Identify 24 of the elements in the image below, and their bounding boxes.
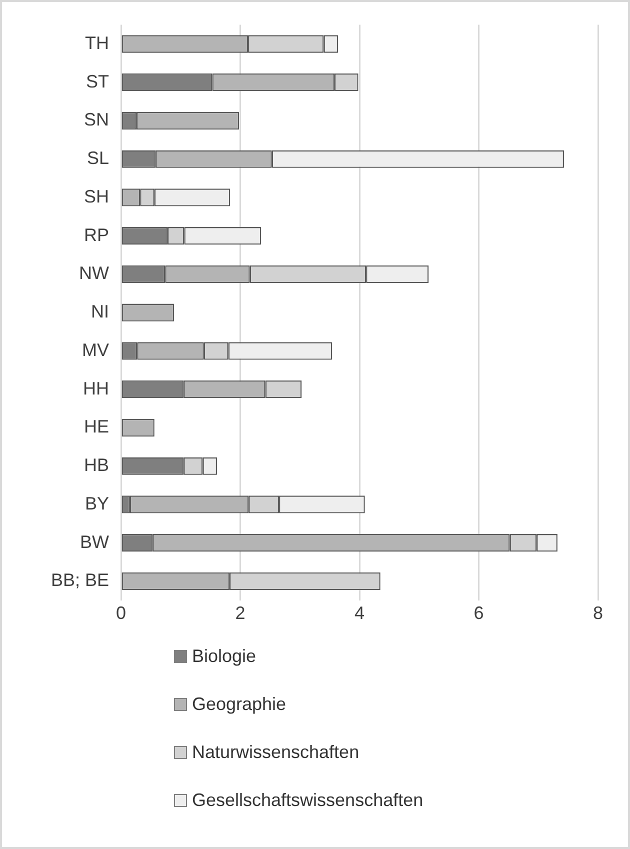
x-tick-label: 0 bbox=[116, 603, 126, 624]
legend-label: Biologie bbox=[192, 646, 256, 666]
y-tick-label: MV bbox=[82, 340, 110, 360]
y-tick-label: HB bbox=[84, 455, 110, 476]
x-tick-label: 2 bbox=[235, 603, 246, 624]
x-tick-label: 6 bbox=[474, 603, 484, 624]
y-tick-label: TH bbox=[85, 32, 110, 53]
y-tick-label: RP bbox=[84, 224, 110, 245]
y-tick-label: BB; BE bbox=[50, 570, 110, 590]
y-tick-label: NW bbox=[79, 263, 110, 284]
y-tick-label: ST bbox=[86, 71, 110, 92]
y-tick-label: HH bbox=[83, 378, 110, 398]
y-tick-label: SL bbox=[86, 148, 110, 168]
y-tick-label: SH bbox=[84, 186, 110, 206]
y-tick-label: BW bbox=[80, 532, 110, 552]
y-tick-label: HE bbox=[84, 416, 110, 437]
legend-label: Naturwissenschaften bbox=[192, 742, 360, 762]
legend-label: Gesellschaftswissenschaften bbox=[192, 790, 424, 810]
y-tick-label: NI bbox=[91, 302, 110, 322]
y-tick-label: BY bbox=[85, 493, 110, 514]
y-tick-label: SN bbox=[84, 110, 110, 130]
x-tick-label: 4 bbox=[354, 603, 365, 624]
legend-label: Geographie bbox=[192, 694, 286, 714]
x-tick-label: 8 bbox=[592, 603, 604, 624]
